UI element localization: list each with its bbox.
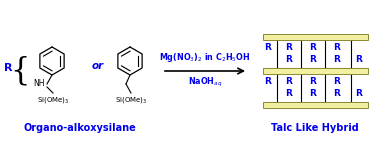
Text: R: R bbox=[285, 77, 293, 86]
Text: R: R bbox=[333, 77, 341, 86]
Text: R: R bbox=[310, 77, 316, 86]
Text: R: R bbox=[356, 54, 363, 63]
Text: Mg(NO$_3$)$_2$ in C$_2$H$_5$OH: Mg(NO$_3$)$_2$ in C$_2$H$_5$OH bbox=[159, 51, 251, 64]
Text: R: R bbox=[356, 89, 363, 98]
Text: Talc Like Hybrid: Talc Like Hybrid bbox=[271, 123, 359, 133]
Bar bbox=[263, 68, 368, 74]
Text: R: R bbox=[265, 77, 271, 86]
Text: Si(OMe)$_3$: Si(OMe)$_3$ bbox=[37, 95, 69, 105]
Text: Organo-alkoxysilane: Organo-alkoxysilane bbox=[23, 123, 136, 133]
Text: R: R bbox=[310, 89, 316, 98]
Bar bbox=[263, 102, 368, 108]
Text: R: R bbox=[310, 54, 316, 63]
Text: NaOH$_{aq}$: NaOH$_{aq}$ bbox=[188, 76, 222, 89]
Text: R: R bbox=[285, 89, 293, 98]
Text: NH: NH bbox=[34, 80, 45, 89]
Text: Si(OMe)$_3$: Si(OMe)$_3$ bbox=[115, 95, 147, 105]
Text: R: R bbox=[265, 42, 271, 51]
Text: R: R bbox=[285, 54, 293, 63]
Text: R: R bbox=[333, 42, 341, 51]
Text: R: R bbox=[310, 42, 316, 51]
Text: R: R bbox=[285, 42, 293, 51]
Text: R: R bbox=[4, 63, 12, 73]
Text: or: or bbox=[92, 61, 104, 71]
Text: R: R bbox=[333, 54, 341, 63]
Bar bbox=[263, 34, 368, 40]
Text: R: R bbox=[333, 89, 341, 98]
Text: {: { bbox=[10, 55, 30, 87]
